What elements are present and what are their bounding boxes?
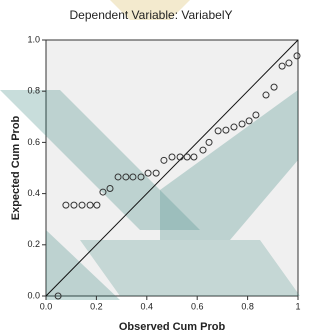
x-tick-label: 0.4 <box>141 301 154 311</box>
x-tick-label: 0.8 <box>241 301 254 311</box>
x-tick-label: 0.0 <box>40 301 53 311</box>
y-tick-label: 1.0 <box>27 34 40 44</box>
x-axis-label: Observed Cum Prob <box>119 321 226 333</box>
y-tick-label: 0.2 <box>27 239 40 249</box>
x-tick-label: 1 <box>295 301 300 311</box>
y-tick-label: 0.0 <box>27 290 40 300</box>
y-tick-label: 0.6 <box>27 137 40 147</box>
y-tick-label: 0.4 <box>27 188 40 198</box>
chart-title: Dependent Variable: VariabelY <box>70 8 233 22</box>
y-tick-label: 0.8 <box>27 86 40 96</box>
x-tick-label: 0.6 <box>191 301 204 311</box>
chart: Dependent Variable: VariabelY Observed C… <box>0 0 302 335</box>
x-tick-label: 0.2 <box>90 301 103 311</box>
y-axis-label: Expected Cum Prob <box>10 115 22 220</box>
